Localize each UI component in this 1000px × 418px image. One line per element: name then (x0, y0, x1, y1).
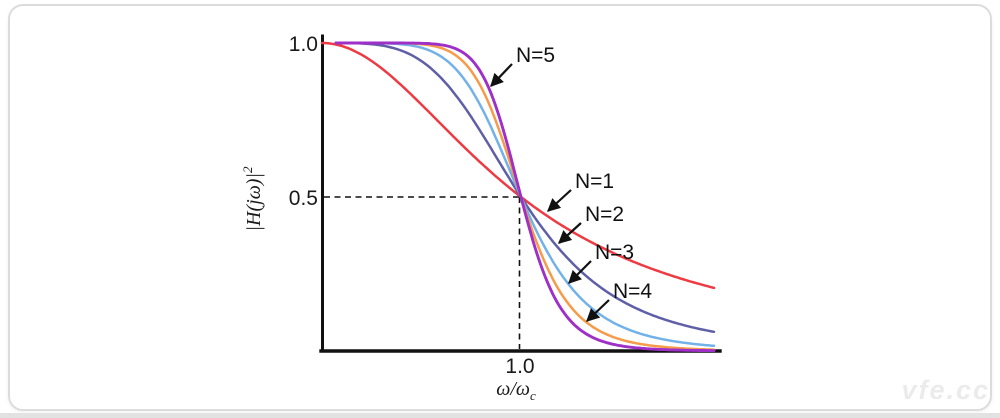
axes (319, 34, 722, 353)
annotation-label-N=3: N=3 (595, 241, 634, 264)
annotation-label-N=4: N=4 (613, 280, 652, 303)
curve-N2 (334, 41, 716, 334)
x-axis-title: ω/ωc (496, 378, 536, 403)
annotation-arrow-N=3 (568, 260, 592, 284)
watermark-text: vfe.cc (901, 375, 990, 405)
y-axis-title: |H(jω)|2 (240, 166, 265, 231)
y-axis-title-main: |H(jω)| (243, 173, 265, 231)
reference-lines (324, 196, 521, 349)
annotation-label-N=2: N=2 (585, 203, 624, 226)
y-tick-label-0.5: 0.5 (289, 187, 318, 210)
bottom-edge-strip (0, 413, 1000, 418)
curve-N5 (334, 41, 716, 353)
curves (320, 41, 716, 353)
annotation-label-N=1: N=1 (575, 170, 614, 193)
y-tick-label-1.0: 1.0 (289, 33, 318, 56)
curve-N1 (320, 41, 716, 290)
annotations: N=5 N=1 N=2 N=3 N=4 (490, 44, 652, 322)
annotation-arrow-N=1 (547, 189, 572, 212)
curve-N3 (334, 41, 716, 348)
x-axis-title-main: ω/ω (496, 378, 530, 400)
annotation-arrow-N=2 (558, 222, 582, 244)
annotation-arrow-N=5 (490, 63, 513, 87)
annotation-arrow-N=4 (586, 299, 610, 322)
y-axis-title-superscript: 2 (240, 166, 255, 173)
x-tick-label-1.0: 1.0 (505, 355, 534, 378)
annotation-label-N=5: N=5 (516, 44, 555, 67)
chart-card (8, 4, 992, 411)
x-axis-title-subscript: c (530, 388, 536, 403)
